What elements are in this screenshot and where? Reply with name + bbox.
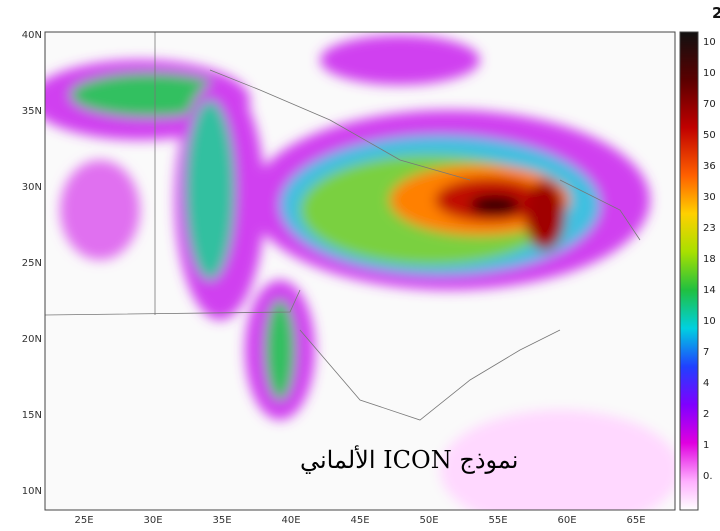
colorbar-label: 7	[703, 347, 709, 358]
lat-label: 25N	[22, 258, 42, 269]
colorbar-label: 1	[703, 440, 709, 451]
map	[45, 32, 675, 510]
lat-label: 30N	[22, 182, 42, 193]
colorbar-label: 10	[703, 37, 716, 48]
lon-label: 60E	[557, 515, 576, 526]
colorbar-label: 23	[703, 223, 716, 234]
colorbar-label: 4	[703, 378, 709, 389]
colorbar	[679, 31, 699, 511]
colorbar-label: 10	[703, 316, 716, 327]
lat-label: 40N	[22, 30, 42, 41]
lat-label: 10N	[22, 486, 42, 497]
colorbar-label: 2	[703, 409, 709, 420]
lon-label: 30E	[143, 515, 162, 526]
header-title: تحديث [00Z] 01 يناير 2022 -- [36] س --> …	[712, 4, 720, 22]
watermark: نموذج ICON الألماني	[300, 444, 518, 474]
colorbar-label: 30	[703, 192, 716, 203]
lon-label: 65E	[626, 515, 645, 526]
colorbar-label: 10	[703, 68, 716, 79]
lon-label: 25E	[74, 515, 93, 526]
colorbar-label: 36	[703, 161, 716, 172]
colorbar-label: 0.	[703, 471, 713, 482]
map-frame	[44, 31, 676, 511]
colorbar-label: 50	[703, 130, 716, 141]
colorbar-label: 14	[703, 285, 716, 296]
lon-label: 45E	[350, 515, 369, 526]
lon-label: 55E	[488, 515, 507, 526]
lat-label: 15N	[22, 410, 42, 421]
colorbar-label: 70	[703, 99, 716, 110]
colorbar-label: 18	[703, 254, 716, 265]
lat-label: 35N	[22, 106, 42, 117]
lon-label: 40E	[281, 515, 300, 526]
lon-label: 50E	[419, 515, 438, 526]
lat-label: 20N	[22, 334, 42, 345]
lon-label: 35E	[212, 515, 231, 526]
